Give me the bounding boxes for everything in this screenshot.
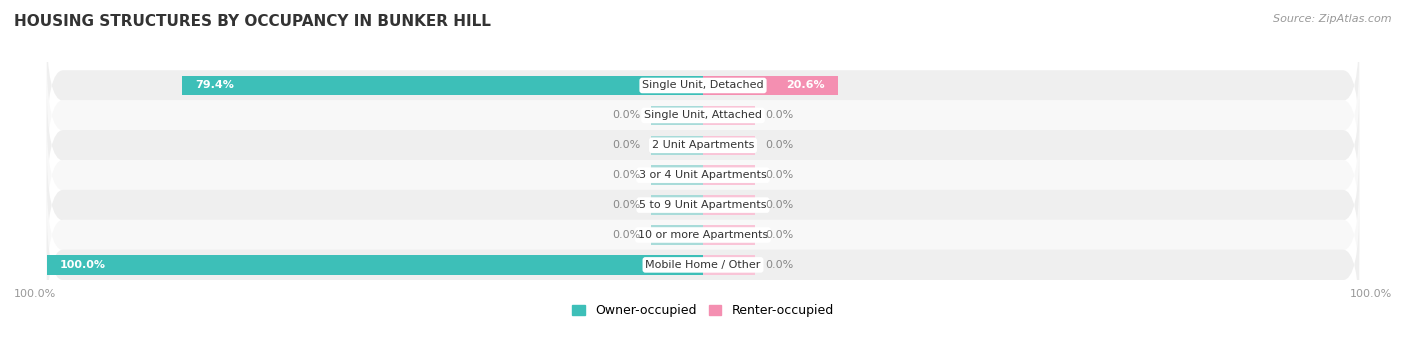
Bar <box>703 195 755 215</box>
Text: 100.0%: 100.0% <box>1350 289 1392 299</box>
FancyBboxPatch shape <box>46 206 1360 325</box>
Text: 5 to 9 Unit Apartments: 5 to 9 Unit Apartments <box>640 200 766 210</box>
Text: 0.0%: 0.0% <box>765 110 793 120</box>
FancyBboxPatch shape <box>46 26 1360 145</box>
Bar <box>651 106 703 125</box>
FancyBboxPatch shape <box>46 56 1360 175</box>
FancyBboxPatch shape <box>46 116 1360 235</box>
Text: 0.0%: 0.0% <box>613 110 641 120</box>
Text: Mobile Home / Other: Mobile Home / Other <box>645 260 761 270</box>
Text: 2 Unit Apartments: 2 Unit Apartments <box>652 140 754 150</box>
Bar <box>651 195 703 215</box>
FancyBboxPatch shape <box>46 175 1360 294</box>
Bar <box>181 76 703 95</box>
Text: 0.0%: 0.0% <box>765 200 793 210</box>
Bar <box>703 135 755 155</box>
Text: 0.0%: 0.0% <box>765 260 793 270</box>
Text: 3 or 4 Unit Apartments: 3 or 4 Unit Apartments <box>640 170 766 180</box>
Legend: Owner-occupied, Renter-occupied: Owner-occupied, Renter-occupied <box>568 299 838 323</box>
Text: 0.0%: 0.0% <box>765 170 793 180</box>
Text: 0.0%: 0.0% <box>765 140 793 150</box>
Text: 0.0%: 0.0% <box>613 200 641 210</box>
Bar <box>703 225 755 245</box>
Text: 0.0%: 0.0% <box>613 170 641 180</box>
Text: 100.0%: 100.0% <box>14 289 56 299</box>
Text: 20.6%: 20.6% <box>786 80 825 91</box>
Text: 10 or more Apartments: 10 or more Apartments <box>638 230 768 240</box>
FancyBboxPatch shape <box>46 146 1360 265</box>
FancyBboxPatch shape <box>46 86 1360 205</box>
Bar <box>651 225 703 245</box>
Text: 79.4%: 79.4% <box>195 80 233 91</box>
Text: Single Unit, Attached: Single Unit, Attached <box>644 110 762 120</box>
Text: 0.0%: 0.0% <box>613 230 641 240</box>
Bar <box>651 166 703 185</box>
Bar <box>703 166 755 185</box>
Bar <box>703 76 838 95</box>
Bar <box>46 255 703 275</box>
Text: HOUSING STRUCTURES BY OCCUPANCY IN BUNKER HILL: HOUSING STRUCTURES BY OCCUPANCY IN BUNKE… <box>14 14 491 29</box>
Text: Source: ZipAtlas.com: Source: ZipAtlas.com <box>1274 14 1392 24</box>
Text: 0.0%: 0.0% <box>613 140 641 150</box>
Bar <box>651 135 703 155</box>
Text: 100.0%: 100.0% <box>60 260 105 270</box>
Text: 0.0%: 0.0% <box>765 230 793 240</box>
Text: Single Unit, Detached: Single Unit, Detached <box>643 80 763 91</box>
Bar <box>703 106 755 125</box>
Bar <box>703 255 755 275</box>
